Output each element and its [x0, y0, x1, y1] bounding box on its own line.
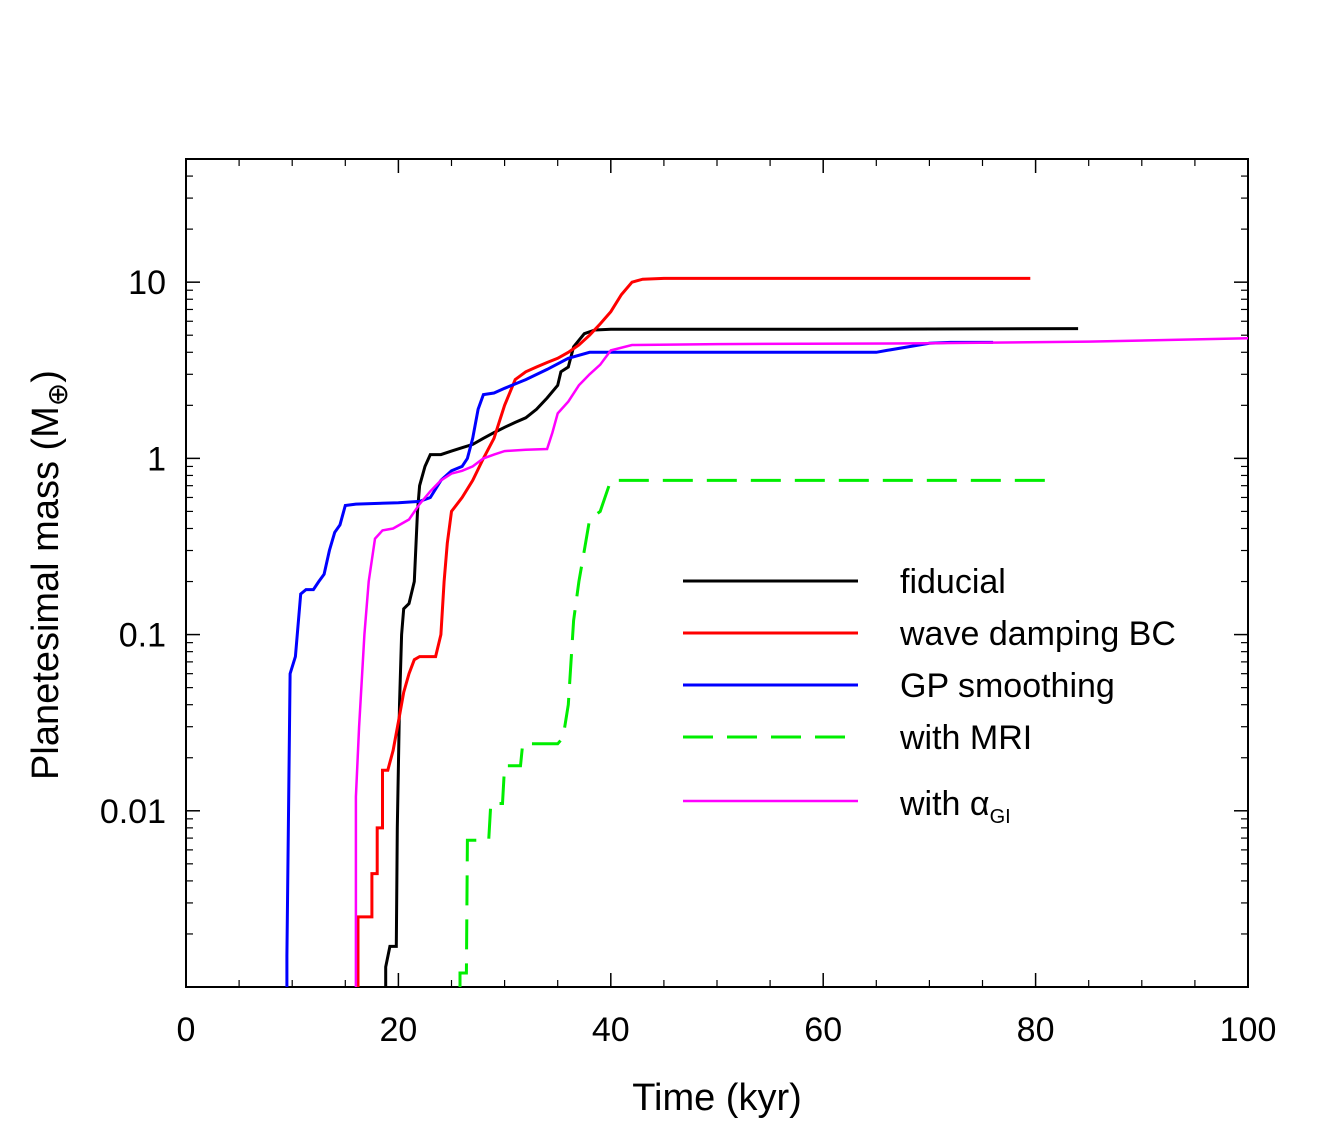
y-tick-label: 0.01 [100, 793, 166, 831]
x-axis-title: Time (kyr) [632, 1077, 802, 1119]
x-tick-label: 100 [1220, 1011, 1277, 1049]
y-tick-labels: 0.01 0.1 1 10 [100, 264, 166, 831]
series-line-fiducial [384, 327, 1079, 987]
legend: fiducial wave damping BC GP smoothing wi… [683, 563, 1176, 828]
legend-label-with-alpha-gi-subscript: GI [990, 806, 1011, 828]
legend-label-fiducial: fiducial [900, 563, 1006, 601]
x-tick-labels: 0 20 40 60 80 100 [177, 1011, 1277, 1049]
minor-ticks [186, 159, 1248, 987]
plot-frame [185, 158, 1249, 988]
series-lines [285, 276, 1249, 987]
x-tick-label: 40 [592, 1011, 630, 1049]
x-tick-label: 60 [804, 1011, 842, 1049]
series-line-with-alpha-gi [354, 337, 1249, 987]
legend-label-wave-damping-bc: wave damping BC [899, 615, 1176, 653]
y-axis-title-close: ) [25, 370, 67, 383]
series-line-wave-damping-bc [356, 276, 1031, 987]
y-tick-label: 10 [128, 264, 166, 302]
x-tick-label: 20 [379, 1011, 417, 1049]
legend-label-with-alpha-gi: with αGI [899, 785, 1011, 828]
legend-label-with-alpha-gi-main: with α [899, 785, 990, 823]
x-tick-label: 80 [1017, 1011, 1055, 1049]
series-line-gp-smoothing [285, 340, 994, 987]
y-tick-label: 1 [147, 440, 166, 478]
x-tick-label: 0 [177, 1011, 196, 1049]
legend-label-gp-smoothing: GP smoothing [900, 667, 1115, 705]
y-axis-title: Planetesimal mass (M⊕) [25, 370, 73, 780]
earth-symbol-icon: ⊕ [42, 383, 73, 406]
legend-label-with-mri: with MRI [899, 719, 1032, 757]
y-axis-title-main: Planetesimal mass (M [25, 406, 67, 780]
y-tick-label: 0.1 [119, 617, 166, 655]
major-ticks [185, 159, 1249, 987]
series-line-with-mri [458, 478, 1047, 987]
